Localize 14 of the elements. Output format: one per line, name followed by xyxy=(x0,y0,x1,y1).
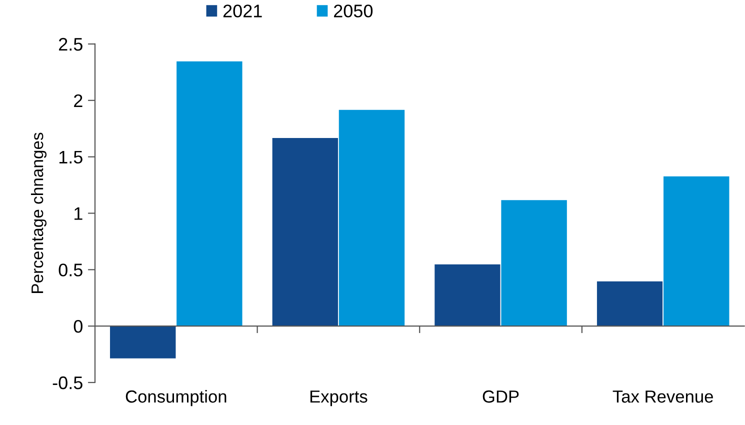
x-tick-label: GDP xyxy=(482,390,519,403)
x-tick-label: Consumption xyxy=(126,390,226,406)
y-tick-label: 2.5 xyxy=(58,38,82,51)
x-tick-label: Exports xyxy=(310,390,368,406)
y-tick-label: -0.5 xyxy=(52,376,82,390)
y-tick-label: 0 xyxy=(74,320,82,333)
y-tick-label: 1.5 xyxy=(59,150,82,164)
legend-label: 2021 xyxy=(223,4,262,18)
y-tick-label: 0.5 xyxy=(58,264,82,276)
y-tick-label: 1 xyxy=(74,207,82,220)
x-tick-label: Tax Revenue xyxy=(612,390,713,403)
y-axis-title: Percentage chnanges xyxy=(30,132,47,293)
y-tick-label: 2 xyxy=(74,94,82,107)
legend-label: 2050 xyxy=(334,4,373,18)
